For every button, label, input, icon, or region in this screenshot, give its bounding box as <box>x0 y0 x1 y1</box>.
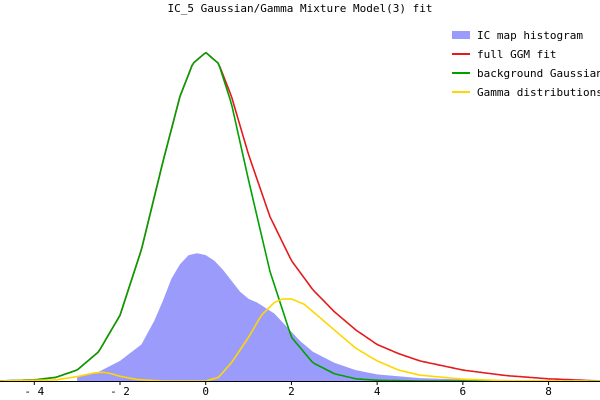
series-line-1 <box>0 51 600 382</box>
x-tick-label: 4 <box>374 385 381 398</box>
legend: IC map histogram full GGM fit background G… <box>452 29 600 99</box>
x-tick-label: 6 <box>460 385 467 398</box>
x-tick-label: - 4 <box>24 385 44 398</box>
legend-label: Gamma distributions <box>477 86 600 99</box>
legend-label: IC map histogram <box>477 29 583 42</box>
x-tick-label: 2 <box>288 385 295 398</box>
x-axis: - 4 - 2 0 2 4 6 8 <box>0 381 600 398</box>
x-tick-label: 0 <box>202 385 209 398</box>
legend-label: background Gaussian <box>477 67 600 80</box>
legend-swatch-histogram <box>452 31 470 39</box>
series-line-3 <box>0 298 600 382</box>
x-tick-label: 8 <box>545 385 552 398</box>
x-tick-label: - 2 <box>110 385 130 398</box>
series-line-2 <box>0 51 600 382</box>
histogram-area <box>77 253 592 381</box>
plot-area <box>0 51 600 382</box>
chart-title: IC_5 Gaussian/Gamma Mixture Model(3) fit <box>168 2 433 15</box>
legend-label: full GGM fit <box>477 48 556 61</box>
